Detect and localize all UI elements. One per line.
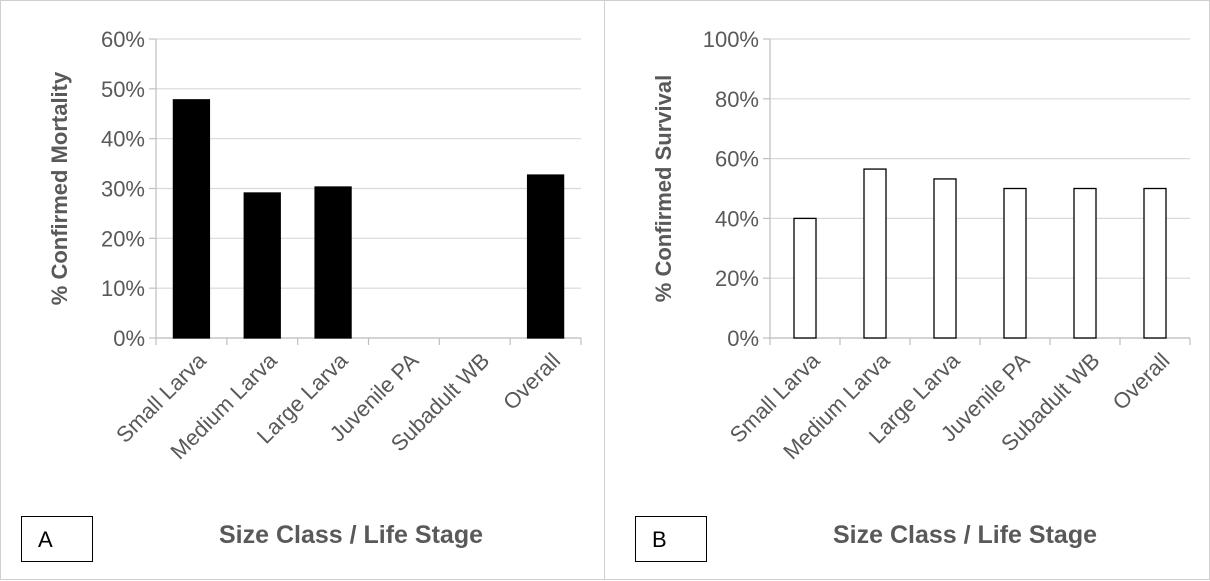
y-tick-label-0-5: 50% — [101, 77, 145, 102]
x-axis-title-a: Size Class / Life Stage — [219, 521, 483, 549]
bar-1-5 — [1143, 187, 1167, 339]
y-tick-label-1-0: 0% — [727, 326, 759, 351]
bar-1-1 — [863, 168, 887, 339]
y-tick-label-1-2: 40% — [715, 206, 759, 231]
y-tick-label-0-3: 30% — [101, 177, 145, 202]
panel-label-box-b: B — [635, 516, 707, 562]
bar-0-1 — [243, 192, 281, 339]
bar-1-2 — [933, 178, 957, 339]
y-tick-label-1-3: 60% — [715, 147, 759, 172]
bar-0-0 — [172, 99, 211, 339]
x-axis-title-b: Size Class / Life Stage — [833, 521, 1097, 549]
y-tick-label-0-0: 0% — [113, 326, 145, 351]
y-axis-title-0: % Confirmed Mortality — [47, 71, 72, 305]
panel-label-b: B — [652, 527, 667, 552]
chart-panel-a: 0% 10% 20% 30% 40% 50% 60% Small Larva Medium La… — [0, 0, 605, 580]
y-tick-label-1-4: 80% — [715, 87, 759, 112]
y-axis-title-1: % Confirmed Survival — [651, 75, 676, 302]
y-tick-label-1-5: 100% — [703, 27, 759, 52]
chart-panel-b: 0% 20% 40% 60% 80% 100% Small Larva Medium Larv… — [604, 0, 1210, 580]
panel-label-a: A — [38, 527, 53, 552]
y-tick-label-0-6: 60% — [101, 27, 145, 52]
bar-1-4 — [1073, 187, 1097, 339]
y-tick-label-0-4: 40% — [101, 127, 145, 152]
x-category-label-1-5: Overall — [1108, 348, 1175, 415]
bar-1-0 — [793, 217, 817, 339]
bar-0-2 — [314, 186, 352, 339]
panel-label-box-a: A — [21, 516, 93, 562]
y-tick-label-0-2: 20% — [101, 226, 145, 251]
bar-0-5 — [526, 174, 565, 339]
x-category-label-0-5: Overall — [498, 348, 565, 415]
bar-1-3 — [1003, 187, 1027, 339]
y-tick-label-0-1: 10% — [101, 276, 145, 301]
y-tick-label-1-1: 20% — [715, 266, 759, 291]
